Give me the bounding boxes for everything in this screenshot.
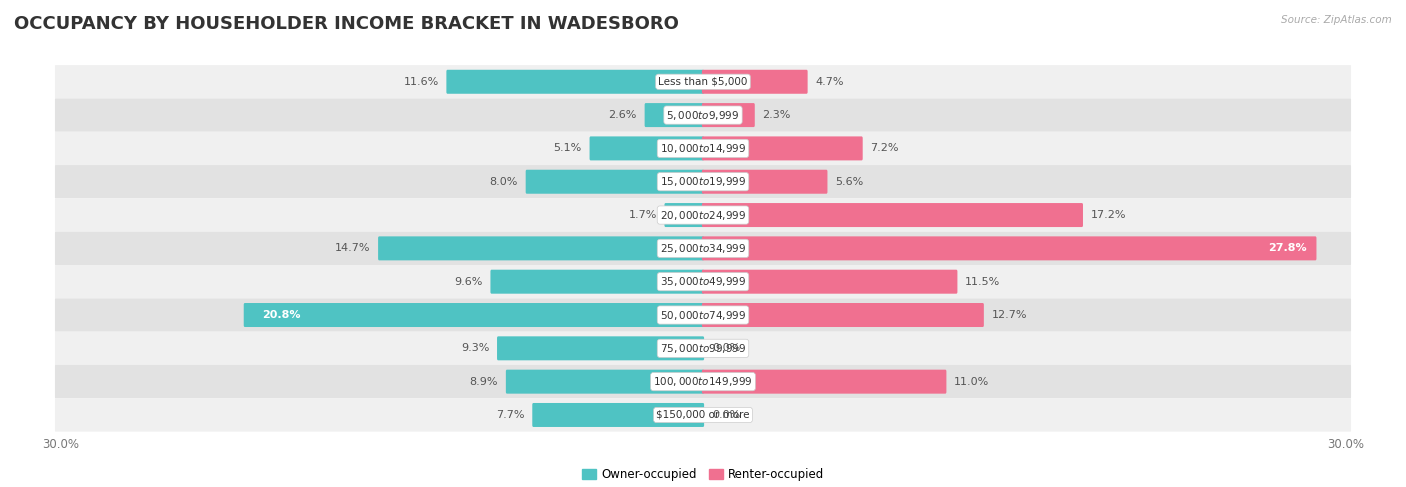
FancyBboxPatch shape [55,165,1351,198]
Text: $15,000 to $19,999: $15,000 to $19,999 [659,175,747,188]
Text: 11.5%: 11.5% [965,277,1001,287]
FancyBboxPatch shape [589,136,704,160]
FancyBboxPatch shape [55,65,1351,98]
FancyBboxPatch shape [526,170,704,194]
Text: 1.7%: 1.7% [628,210,657,220]
Text: $75,000 to $99,999: $75,000 to $99,999 [659,342,747,355]
FancyBboxPatch shape [55,98,1351,132]
FancyBboxPatch shape [55,265,1351,299]
FancyBboxPatch shape [55,132,1351,165]
Text: 30.0%: 30.0% [1327,438,1364,451]
FancyBboxPatch shape [55,332,1351,365]
Text: 8.0%: 8.0% [489,177,517,187]
FancyBboxPatch shape [702,203,1083,227]
FancyBboxPatch shape [702,136,863,160]
FancyBboxPatch shape [243,303,704,327]
Text: 5.6%: 5.6% [835,177,863,187]
FancyBboxPatch shape [702,70,807,94]
Text: $20,000 to $24,999: $20,000 to $24,999 [659,208,747,222]
FancyBboxPatch shape [702,236,1316,261]
FancyBboxPatch shape [55,398,1351,431]
FancyBboxPatch shape [702,270,957,294]
Text: 0.0%: 0.0% [711,343,740,354]
FancyBboxPatch shape [533,403,704,427]
Text: 20.8%: 20.8% [263,310,301,320]
Text: 14.7%: 14.7% [335,244,370,253]
FancyBboxPatch shape [55,299,1351,332]
FancyBboxPatch shape [702,170,828,194]
Text: 11.0%: 11.0% [955,376,990,387]
FancyBboxPatch shape [55,365,1351,398]
FancyBboxPatch shape [491,270,704,294]
FancyBboxPatch shape [702,303,984,327]
Text: $100,000 to $149,999: $100,000 to $149,999 [654,375,752,388]
Text: 12.7%: 12.7% [991,310,1026,320]
FancyBboxPatch shape [55,232,1351,265]
FancyBboxPatch shape [498,337,704,360]
FancyBboxPatch shape [702,370,946,393]
Text: 8.9%: 8.9% [470,376,498,387]
Text: $50,000 to $74,999: $50,000 to $74,999 [659,308,747,321]
FancyBboxPatch shape [644,103,704,127]
Legend: Owner-occupied, Renter-occupied: Owner-occupied, Renter-occupied [578,463,828,486]
FancyBboxPatch shape [55,198,1351,232]
Text: 30.0%: 30.0% [42,438,79,451]
Text: Less than $5,000: Less than $5,000 [658,77,748,87]
FancyBboxPatch shape [702,103,755,127]
FancyBboxPatch shape [506,370,704,393]
Text: 11.6%: 11.6% [404,77,439,87]
Text: 27.8%: 27.8% [1268,244,1306,253]
FancyBboxPatch shape [378,236,704,261]
Text: 17.2%: 17.2% [1091,210,1126,220]
Text: 9.3%: 9.3% [461,343,489,354]
Text: $10,000 to $14,999: $10,000 to $14,999 [659,142,747,155]
Text: 5.1%: 5.1% [554,143,582,153]
Text: Source: ZipAtlas.com: Source: ZipAtlas.com [1281,15,1392,25]
Text: 7.7%: 7.7% [496,410,524,420]
Text: $150,000 or more: $150,000 or more [657,410,749,420]
Text: $5,000 to $9,999: $5,000 to $9,999 [666,109,740,122]
Text: $25,000 to $34,999: $25,000 to $34,999 [659,242,747,255]
FancyBboxPatch shape [446,70,704,94]
Text: 0.0%: 0.0% [711,410,740,420]
Text: 7.2%: 7.2% [870,143,898,153]
Text: 2.6%: 2.6% [609,110,637,120]
Text: 2.3%: 2.3% [762,110,790,120]
FancyBboxPatch shape [665,203,704,227]
Text: OCCUPANCY BY HOUSEHOLDER INCOME BRACKET IN WADESBORO: OCCUPANCY BY HOUSEHOLDER INCOME BRACKET … [14,15,679,33]
Text: $35,000 to $49,999: $35,000 to $49,999 [659,275,747,288]
Text: 9.6%: 9.6% [454,277,482,287]
Text: 4.7%: 4.7% [815,77,844,87]
